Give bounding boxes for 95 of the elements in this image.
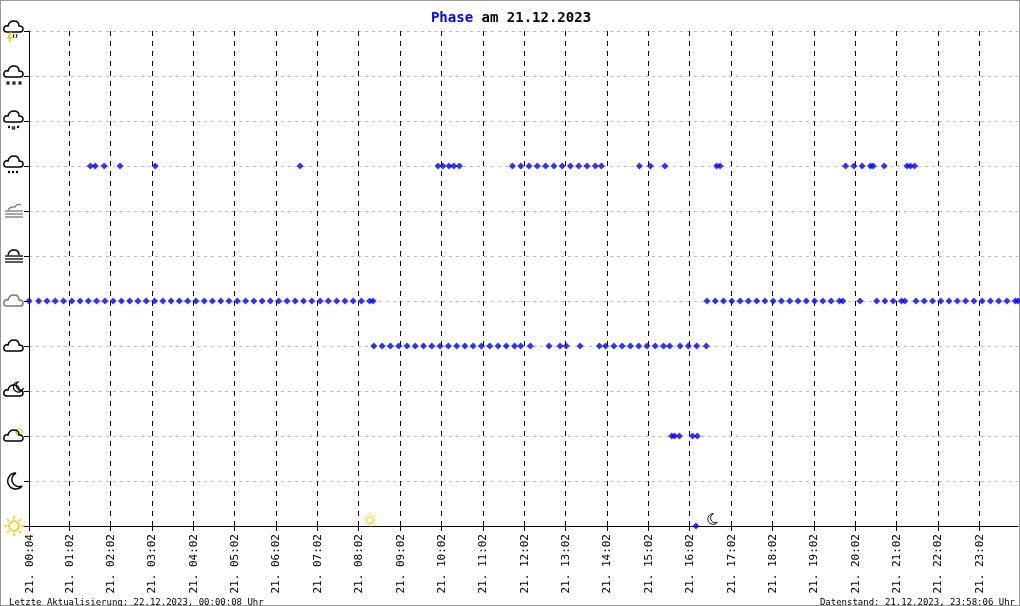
point: [455, 162, 463, 170]
x-tick-label: 21. 10:02: [434, 534, 448, 594]
point: [597, 162, 605, 170]
point: [675, 432, 683, 440]
point: [556, 342, 564, 350]
x-tick-label: 21. 04:02: [186, 534, 200, 594]
point: [511, 342, 519, 350]
point: [517, 162, 525, 170]
x-tick-label: 21. 21:02: [890, 534, 904, 594]
x-tick-label: 21. 15:02: [641, 534, 655, 594]
point: [469, 342, 477, 350]
x-tick-label: 21. 08:02: [352, 534, 366, 594]
x-tick-label: 21. 12:02: [517, 534, 531, 594]
x-tick-label: 21. 00:04: [22, 533, 36, 594]
point: [660, 342, 667, 350]
point: [911, 162, 919, 170]
point: [525, 162, 533, 170]
point: [542, 162, 550, 170]
point: [610, 342, 618, 350]
x-tick-label: 21. 19:02: [807, 534, 821, 594]
point: [558, 162, 566, 170]
point: [151, 162, 159, 170]
point: [666, 342, 674, 350]
point: [508, 162, 516, 170]
x-tick-label: 21. 09:02: [393, 534, 407, 594]
x-tick-label: 21. 11:02: [476, 534, 490, 594]
point: [562, 342, 570, 350]
x-tick-label: 21. 02:02: [103, 534, 117, 594]
point: [618, 342, 626, 350]
chart-title: Phase am 21.12.2023: [430, 9, 592, 25]
point: [486, 342, 494, 350]
point: [545, 342, 553, 350]
point: [702, 342, 710, 350]
point: [858, 162, 866, 170]
point: [403, 342, 411, 350]
point: [386, 342, 394, 350]
point: [91, 162, 99, 170]
point: [461, 342, 469, 350]
point: [626, 342, 634, 350]
point: [661, 162, 669, 170]
point: [526, 342, 534, 350]
x-tick-label: 21. 05:02: [228, 534, 242, 594]
x-tick-label: 21. 13:02: [559, 534, 573, 594]
point: [494, 342, 502, 350]
x-tick-label: 21. 03:02: [145, 534, 159, 594]
point: [602, 342, 610, 350]
x-tick-label: 21. 16:02: [683, 534, 697, 594]
point: [576, 342, 584, 350]
text: Datenstand: 21.12.2023, 23:58:06 Uhr: [819, 596, 1016, 606]
point: [420, 342, 427, 350]
point: [395, 342, 403, 350]
point: [595, 342, 603, 350]
x-tick-label: 21. 14:02: [600, 534, 614, 594]
point: [692, 522, 700, 530]
x-tick-label: 21. 17:02: [724, 534, 738, 594]
x-tick-label: 21. 20:02: [848, 534, 862, 594]
text: Letzte Aktualisierung: 22.12.2023, 00:00:08 Uhr: [9, 596, 265, 606]
point: [411, 342, 419, 350]
x-tick-label: 21. 22:02: [931, 534, 945, 594]
point: [502, 342, 510, 350]
point: [850, 162, 858, 170]
point: [635, 342, 643, 350]
point: [651, 342, 659, 350]
point: [378, 342, 386, 350]
x-tick-label: 21. 07:02: [310, 534, 324, 594]
point: [100, 162, 108, 170]
point: [296, 162, 304, 170]
point: [116, 162, 124, 170]
point: [684, 342, 692, 350]
point: [370, 342, 378, 350]
point: [591, 162, 599, 170]
x-tick-label: 21. 06:02: [269, 534, 283, 594]
point: [439, 162, 447, 170]
point: [533, 162, 541, 170]
point: [477, 342, 485, 350]
point: [635, 162, 643, 170]
point: [575, 162, 583, 170]
point: [693, 342, 701, 350]
point: [693, 432, 701, 440]
point: [566, 162, 574, 170]
point: [880, 162, 888, 170]
point: [676, 342, 684, 350]
point: [428, 342, 436, 350]
point: [583, 162, 591, 170]
point: [444, 342, 452, 350]
x-tick-label: 21. 01:02: [62, 534, 76, 594]
point: [643, 342, 651, 350]
point: [842, 162, 850, 170]
point: [436, 342, 444, 350]
point: [646, 162, 654, 170]
x-tick-label: 21. 18:02: [765, 534, 779, 594]
point: [453, 342, 461, 350]
point: [517, 342, 525, 350]
point: [550, 162, 558, 170]
x-tick-label: 21. 23:02: [972, 534, 986, 594]
